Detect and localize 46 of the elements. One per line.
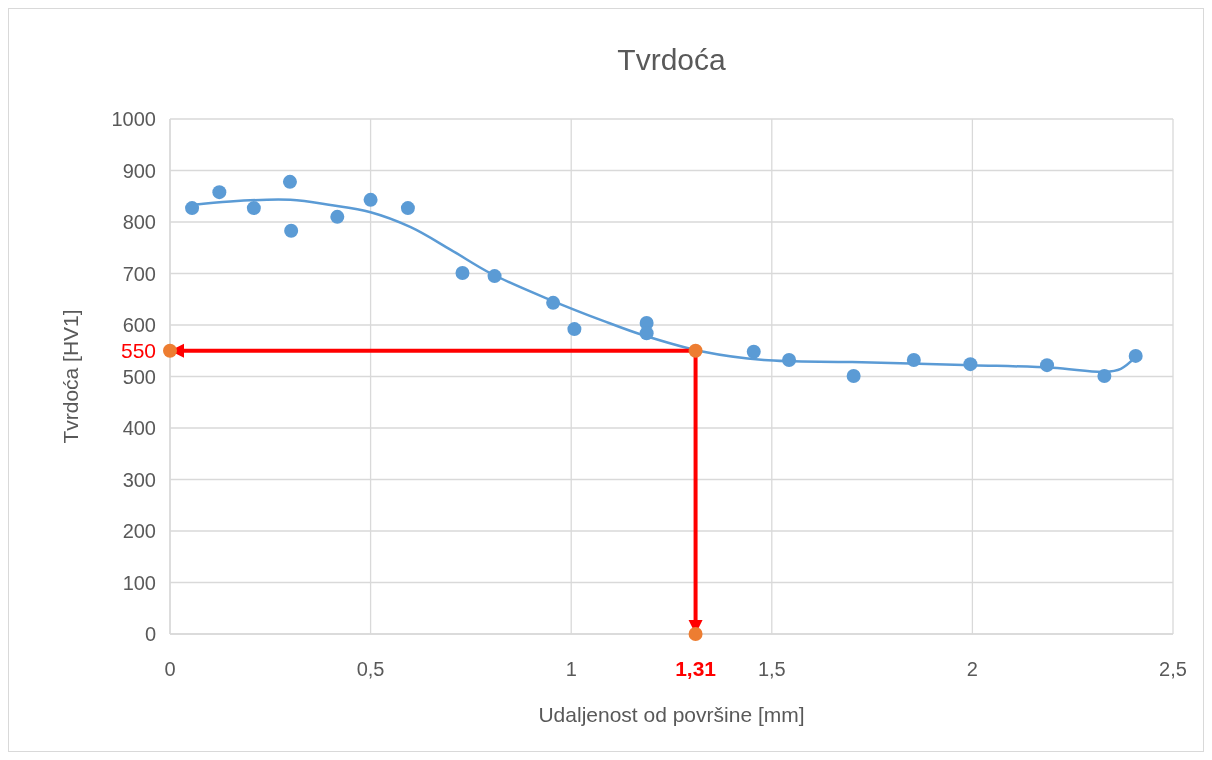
point xyxy=(246,201,261,216)
point xyxy=(746,344,761,359)
point xyxy=(688,343,703,358)
point xyxy=(1128,348,1143,363)
point xyxy=(688,627,703,641)
annotation: 550 xyxy=(120,339,156,363)
point xyxy=(963,357,978,372)
y-tick-label: 800 xyxy=(122,211,156,233)
chart-title: Tvrdoća xyxy=(617,43,726,76)
y-tick-label: 0 xyxy=(144,623,156,645)
point xyxy=(163,343,177,358)
point xyxy=(567,322,582,337)
x-tick-label: 2,5 xyxy=(1159,658,1187,680)
y-tick-label: 700 xyxy=(122,262,156,285)
point xyxy=(546,295,561,310)
point xyxy=(1097,368,1112,383)
point xyxy=(782,353,797,368)
x-tick-label: 0 xyxy=(164,658,176,680)
x-tick-label: 1 xyxy=(565,658,577,680)
point xyxy=(400,201,415,216)
annotation: 1,31 xyxy=(675,657,717,680)
y-tick-label: 900 xyxy=(122,159,156,182)
y-tick-label: 400 xyxy=(122,417,156,439)
point xyxy=(1040,358,1055,373)
y-tick-label: 200 xyxy=(122,520,156,542)
point xyxy=(185,201,200,216)
y-tick-label: 100 xyxy=(122,571,156,594)
point xyxy=(363,192,378,207)
x-tick-label: 0,5 xyxy=(356,658,385,680)
y-tick-label: 500 xyxy=(122,365,156,388)
point xyxy=(455,265,470,280)
y-axis-title: Tvrdoća [HV1] xyxy=(59,309,82,444)
y-tick-label: 600 xyxy=(122,314,156,336)
y-tick-label: 1000 xyxy=(111,108,156,130)
x-axis-title: Udaljenost od površine [mm] xyxy=(538,703,805,726)
point xyxy=(212,185,227,200)
x-tick-label: 1,5 xyxy=(757,658,786,680)
point xyxy=(330,209,345,224)
point xyxy=(846,368,861,383)
y-tick-label: 300 xyxy=(122,468,156,491)
x-tick-label: 2 xyxy=(966,658,978,680)
point xyxy=(284,223,299,238)
point xyxy=(906,353,921,368)
point xyxy=(487,269,502,284)
point xyxy=(282,174,297,189)
point xyxy=(639,326,654,341)
